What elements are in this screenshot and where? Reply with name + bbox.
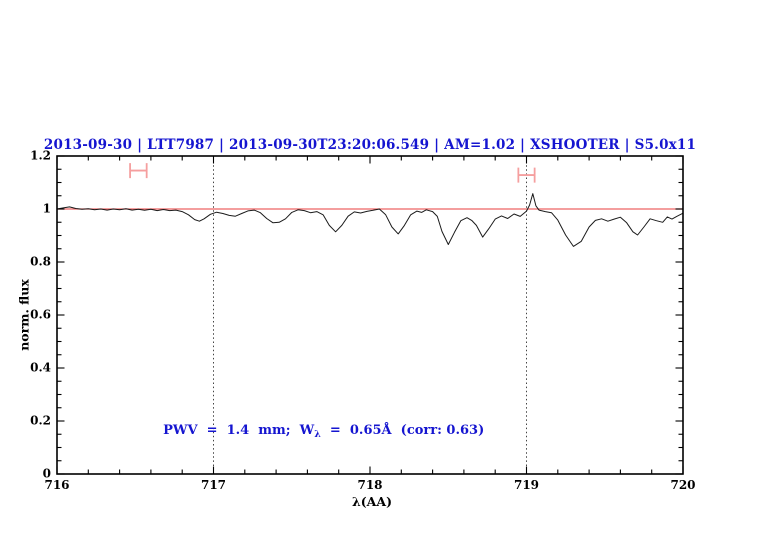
plot-title: 2013-09-30 | LTT7987 | 2013-09-30T23:20:… (43, 137, 697, 153)
range-marker-2 (517, 167, 536, 183)
range-marker-1 (129, 163, 148, 179)
y-tick-label-0.4: 0.4 (30, 360, 51, 375)
y-tick-label-0.2: 0.2 (30, 413, 51, 428)
y-tick-label-0.8: 0.8 (30, 254, 51, 269)
x-tick-label-717: 717 (200, 478, 227, 492)
y-tick-label-0.6: 0.6 (30, 307, 51, 322)
x-tick-label-716: 716 (44, 478, 70, 492)
pwv-annotation-subscript: λ (314, 429, 321, 440)
x-tick-label-718: 718 (357, 478, 383, 492)
x-tick-label-720: 720 (670, 478, 696, 492)
y-tick-label-1: 1 (42, 201, 51, 216)
y-tick-label-1.2: 1.2 (30, 148, 51, 163)
pwv-annotation-suffix: = 0.65Å (corr: 0.63) (320, 423, 485, 438)
pwv-annotation-prefix: PWV = 1.4 mm; W (163, 423, 315, 438)
observed-spectrum (56, 193, 684, 247)
pwv-annotation: PWV = 1.4 mm; Wλ = 0.65Å (corr: 0.63) (145, 408, 484, 455)
x-axis-label: λ(AA) (352, 494, 392, 509)
y-tick-label-0: 0 (42, 466, 51, 481)
x-tick-label-719: 719 (513, 478, 540, 492)
